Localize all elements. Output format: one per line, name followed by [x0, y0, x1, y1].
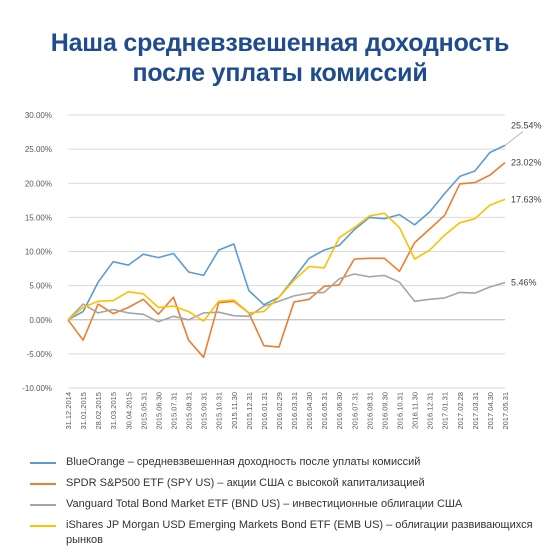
x-tick-label: 2016.01.31 — [260, 392, 269, 430]
chart-title-line-2: после уплаты комиссий — [132, 59, 428, 87]
x-tick-label: 2017.01.31 — [441, 392, 450, 430]
legend-swatch — [30, 462, 56, 464]
legend-item: BlueOrange – средневзвешенная доходность… — [30, 455, 550, 470]
end-value-label: 17.63% — [511, 194, 542, 204]
x-tick-label: 2015.05.31 — [139, 392, 148, 430]
x-tick-label: 2016.10.31 — [396, 392, 405, 430]
x-tick-label: 28.02.2015 — [94, 392, 103, 430]
legend-item: SPDR S&P500 ETF (SPY US) – акции США с в… — [30, 476, 550, 491]
y-tick-label: 0.00% — [29, 316, 52, 325]
chart-title-line-1: Наша средневзвешенная доходность — [50, 29, 510, 57]
y-tick-label: 30.00% — [25, 111, 52, 120]
series-line-3 — [67, 273, 506, 323]
x-tick-label: 2016.12.31 — [426, 392, 435, 430]
legend: BlueOrange – средневзвешенная доходность… — [30, 455, 550, 554]
series-line-1 — [67, 144, 506, 321]
x-tick-label: 2016.03.31 — [290, 392, 299, 430]
y-tick-label: -10.00% — [22, 384, 52, 393]
legend-swatch — [30, 504, 56, 506]
y-axis-tick-labels: -10.00% -5.00% 0.00% 5.00% 10.00% 15.00% 20.00… — [22, 111, 52, 393]
end-value-label: 23.02% — [511, 158, 542, 168]
end-value-label: 5.46% — [511, 277, 537, 287]
x-tick-label: 2016.09.30 — [380, 392, 389, 430]
series-line-2 — [67, 161, 506, 359]
x-tick-label: 2017.04.30 — [486, 392, 495, 430]
x-tick-label: 31.01.2015 — [79, 392, 88, 430]
x-tick-label: 30.04.2015 — [124, 392, 133, 430]
x-tick-label: 2015.07.31 — [169, 392, 178, 430]
x-tick-label: 2016.07.31 — [350, 392, 359, 430]
x-tick-label: 2015.11.30 — [230, 392, 239, 429]
x-tick-label: 2016.04.30 — [305, 392, 314, 430]
y-tick-label: 20.00% — [25, 179, 52, 188]
y-tick-label: 15.00% — [25, 213, 52, 222]
x-tick-label: 2016.06.30 — [335, 392, 344, 430]
x-axis-tick-labels: 31.12.2014 31.01.2015 28.02.2015 31.03.2015… — [64, 392, 510, 430]
legend-item: Vanguard Total Bond Market ETF (BND US) … — [30, 497, 550, 512]
x-tick-label: 2016.05.31 — [320, 392, 329, 430]
legend-swatch — [30, 525, 56, 527]
grid-lines — [68, 114, 505, 389]
end-value-label: 25.54% — [511, 120, 542, 130]
x-tick-label: 2017.05.31 — [501, 392, 510, 430]
legend-label: BlueOrange – средневзвешенная доходность… — [66, 456, 421, 468]
x-tick-label: 31.03.2015 — [109, 392, 118, 430]
x-tick-label: 2015.06.30 — [154, 392, 163, 430]
x-tick-label: 2015.08.31 — [185, 392, 194, 430]
line-chart: -10.00% -5.00% 0.00% 5.00% 10.00% 15.00% 20.00… — [22, 111, 542, 430]
x-tick-label: 2017.02.28 — [456, 392, 465, 430]
series-lines — [67, 144, 506, 359]
legend-swatch — [30, 483, 56, 485]
y-tick-label: 5.00% — [29, 282, 52, 291]
x-tick-label: 2016.02.29 — [275, 392, 284, 430]
chart-title: Наша средневзвешенная доходность после у… — [0, 28, 560, 88]
x-tick-label: 31.12.2014 — [64, 392, 73, 430]
series-line-4 — [67, 198, 506, 322]
end-value-labels: 25.54% 23.02% 5.46% 17.63% — [504, 120, 542, 287]
legend-label: iShares JP Morgan USD Emerging Markets B… — [66, 519, 533, 546]
x-tick-label: 2015.12.31 — [245, 392, 254, 430]
legend-label: Vanguard Total Bond Market ETF (BND US) … — [66, 498, 463, 510]
y-tick-label: 25.00% — [25, 145, 52, 154]
legend-item: iShares JP Morgan USD Emerging Markets B… — [30, 518, 550, 548]
y-tick-label: 10.00% — [25, 248, 52, 257]
y-tick-label: -5.00% — [27, 350, 52, 359]
x-tick-label: 2016.11.30 — [411, 392, 420, 429]
x-tick-label: 2015.09.31 — [200, 392, 209, 430]
x-tick-label: 2017.03.31 — [471, 392, 480, 430]
end-label-connector — [504, 131, 524, 146]
x-tick-label: 2015.10.31 — [215, 392, 224, 430]
x-tick-label: 2016.08.31 — [365, 392, 374, 430]
legend-label: SPDR S&P500 ETF (SPY US) – акции США с в… — [66, 477, 425, 489]
